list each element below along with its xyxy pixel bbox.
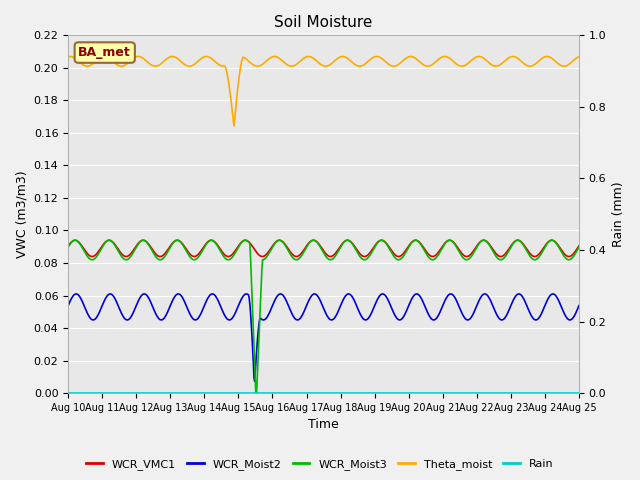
Title: Soil Moisture: Soil Moisture — [275, 15, 372, 30]
Y-axis label: Rain (mm): Rain (mm) — [612, 181, 625, 247]
Legend: WCR_VMC1, WCR_Moist2, WCR_Moist3, Theta_moist, Rain: WCR_VMC1, WCR_Moist2, WCR_Moist3, Theta_… — [82, 455, 558, 474]
Text: BA_met: BA_met — [78, 46, 131, 59]
X-axis label: Time: Time — [308, 419, 339, 432]
Y-axis label: VWC (m3/m3): VWC (m3/m3) — [15, 170, 28, 258]
